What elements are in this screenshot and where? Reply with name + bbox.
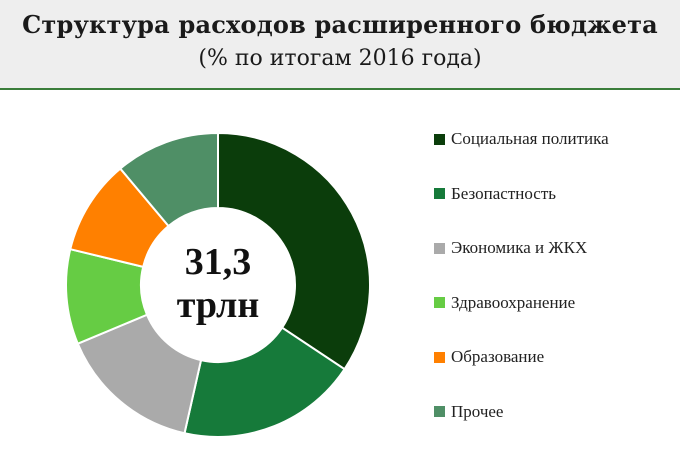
legend-label: Здравоохранение — [451, 292, 576, 312]
legend-swatch — [434, 351, 445, 363]
legend-item: Образование — [434, 344, 674, 370]
legend-label: Социальная политика — [451, 129, 609, 148]
legend-swatch — [434, 297, 445, 309]
donut-slice-2 — [183, 326, 346, 438]
chart-header: Структура расходов расширенного бюджета … — [0, 0, 680, 90]
donut-slice-6 — [118, 131, 219, 228]
legend-label: Прочее — [451, 401, 504, 421]
legend-item: Безопастность — [434, 181, 674, 207]
legend-label: Образование — [451, 347, 545, 367]
legend-swatch — [434, 133, 445, 145]
legend-item: Экономика и ЖКХ — [434, 235, 674, 261]
legend-swatch — [434, 242, 445, 254]
legend-item: Прочее — [434, 399, 674, 425]
legend-item: Социальная политика — [434, 126, 674, 152]
chart-title: Структура расходов расширенного бюджета — [22, 10, 658, 39]
legend-label: Безопастность — [451, 183, 556, 203]
donut-slice-1 — [217, 131, 371, 371]
chart-subtitle: (% по итогам 2016 года) — [198, 46, 482, 71]
legend-label: Экономика и ЖКХ — [451, 238, 588, 258]
donut-center-value: 31,3 — [184, 241, 252, 283]
chart-legend: Социальная политика Безопастность Экономик… — [434, 126, 674, 454]
legend-swatch — [434, 188, 445, 200]
donut-chart — [65, 131, 371, 438]
legend-item: Здравоохранение — [434, 290, 674, 316]
legend-swatch — [434, 406, 445, 418]
donut-center-unit: трлн — [176, 284, 260, 326]
